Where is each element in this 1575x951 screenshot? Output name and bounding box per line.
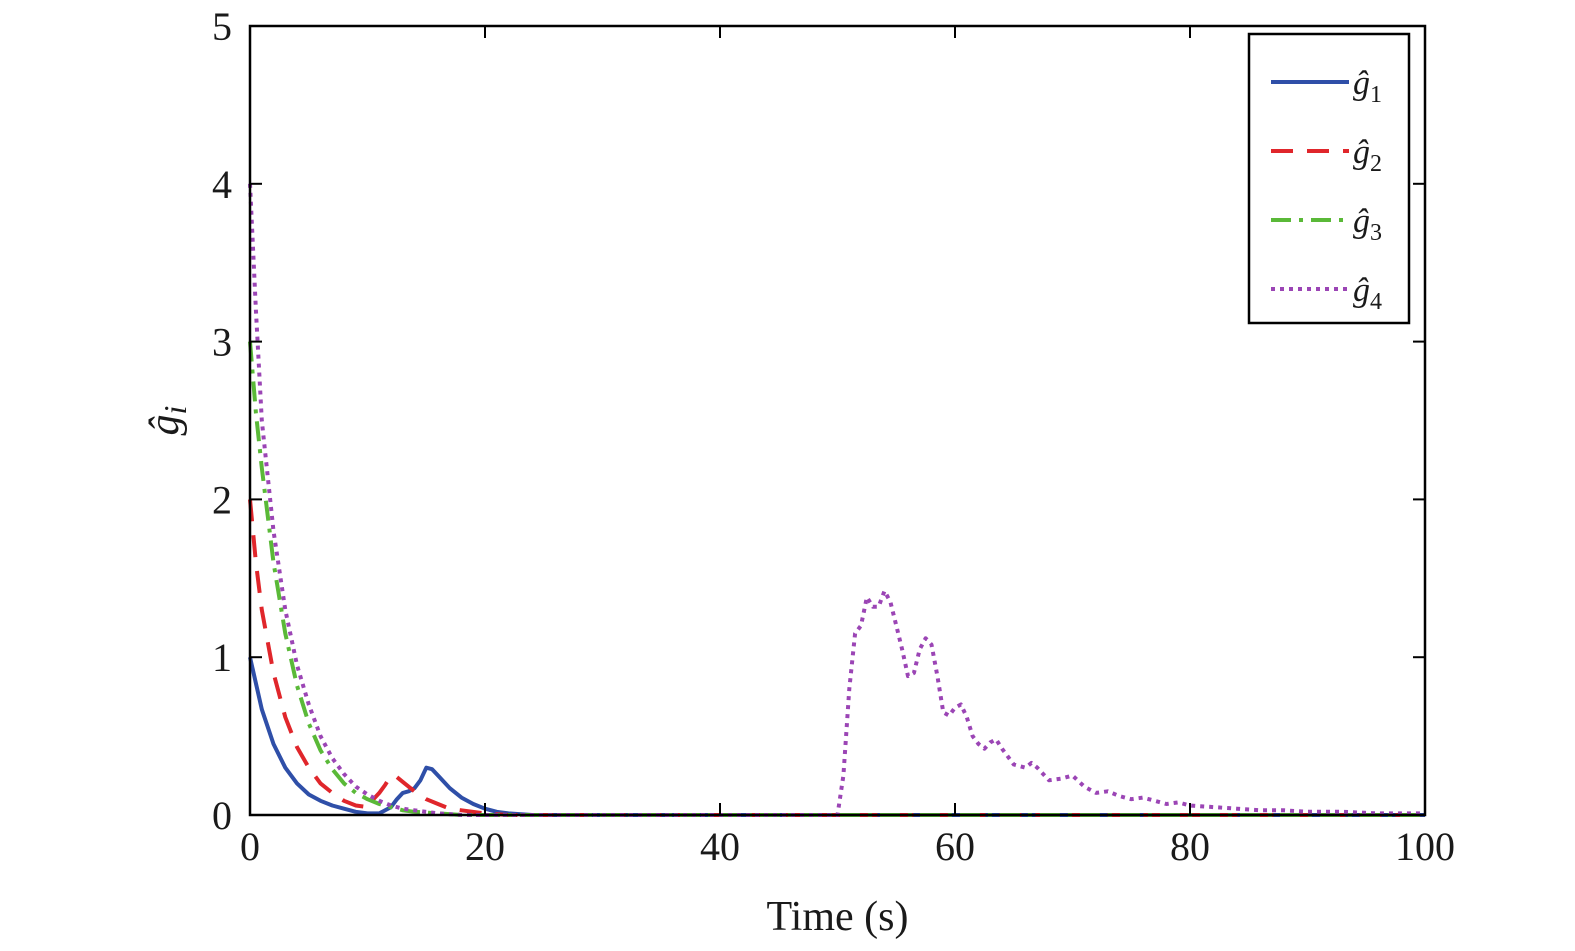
x-tick-label: 0 (240, 824, 260, 869)
y-tick-label: 2 (212, 477, 232, 522)
y-tick-label: 3 (212, 320, 232, 365)
legend-box (1247, 32, 1411, 325)
series-line-1 (248, 656, 1425, 817)
x-tick-label: 40 (700, 824, 740, 869)
x-tick-label: 80 (1170, 824, 1210, 869)
svg-text:ĝi: ĝi (142, 406, 193, 436)
x-axis-title: Time (s) (767, 894, 909, 940)
y-tick-label: 4 (212, 162, 232, 207)
series-line-3 (248, 341, 1425, 817)
legend: ĝ1 ĝ2 ĝ3 ĝ4 (1247, 32, 1411, 325)
y-tick-label: 0 (212, 793, 232, 838)
labels-layer: 0 20 40 60 80 100 0 1 2 3 4 5 (212, 4, 1455, 869)
ticks-layer (249, 25, 1426, 816)
legend-label-3: ĝ3 (1353, 203, 1382, 246)
plot-frame (248, 24, 1427, 817)
series-line-2 (248, 499, 1425, 817)
y-axis-title-main: ĝ (142, 414, 188, 435)
y-tick-label: 5 (212, 4, 232, 49)
legend-label-2: ĝ2 (1353, 134, 1382, 177)
legend-label-4: ĝ4 (1353, 272, 1382, 315)
y-tick-label: 1 (212, 635, 232, 680)
x-tick-label: 60 (935, 824, 975, 869)
series-layer (248, 183, 1425, 817)
x-tick-label: 100 (1395, 824, 1455, 869)
x-tick-label: 20 (465, 824, 505, 869)
legend-label-1: ĝ1 (1353, 65, 1382, 108)
y-axis-title-sub: i (157, 406, 193, 415)
y-axis-title: ĝi (142, 406, 193, 436)
